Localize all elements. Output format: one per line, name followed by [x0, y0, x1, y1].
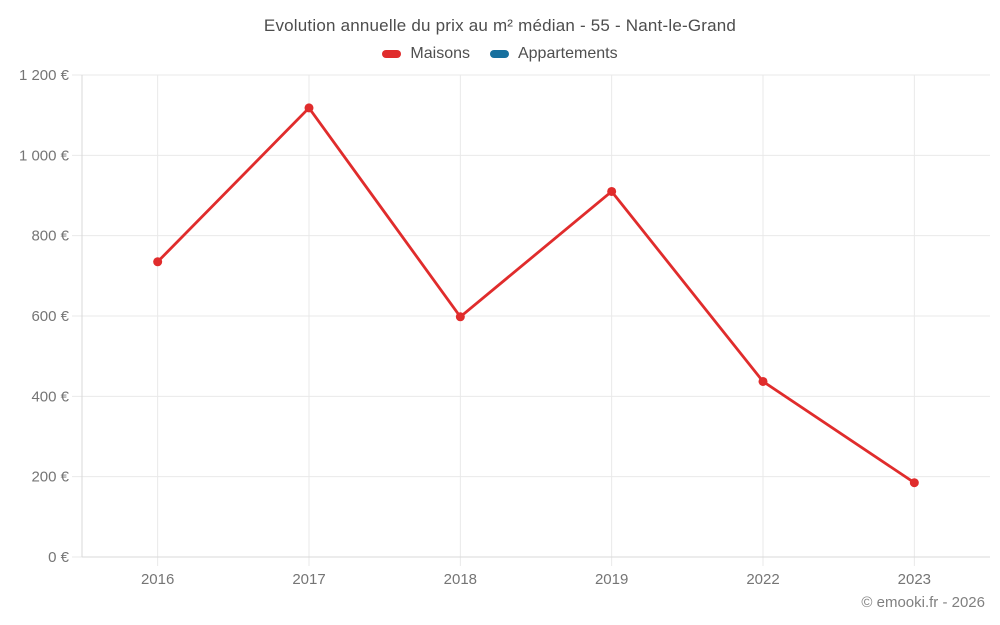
x-tick-label: 2023: [898, 571, 931, 588]
copyright-text: © emooki.fr - 2026: [861, 594, 985, 611]
data-point-maisons-2019[interactable]: [607, 186, 617, 196]
legend-item-maisons[interactable]: Maisons: [382, 45, 470, 63]
series-line-maisons: [156, 106, 916, 485]
x-tick-label: 2017: [292, 571, 325, 588]
y-tick-label: 1 200 €: [19, 67, 70, 84]
y-tick-label: 1 000 €: [19, 147, 70, 164]
data-point-maisons-2018[interactable]: [455, 312, 465, 322]
data-point-maisons-2017[interactable]: [304, 103, 314, 113]
data-point-maisons-2022[interactable]: [758, 376, 768, 386]
chart-legend: Maisons Appartements: [0, 45, 1000, 63]
x-tick-label: 2016: [141, 571, 174, 588]
x-tick-label: 2019: [595, 571, 628, 588]
legend-label-maisons: Maisons: [410, 45, 470, 62]
y-tick-label: 0 €: [48, 549, 70, 566]
y-tick-label: 800 €: [31, 228, 69, 245]
y-tick-label: 400 €: [31, 388, 69, 405]
y-tick-label: 200 €: [31, 469, 69, 486]
data-point-maisons-2023[interactable]: [909, 478, 919, 488]
y-tick-label: 600 €: [31, 308, 69, 325]
chart-title: Evolution annuelle du prix au m² médian …: [263, 16, 737, 35]
legend-swatch-maisons: [382, 50, 402, 58]
data-point-maisons-2016[interactable]: [153, 257, 163, 267]
legend-item-appartements[interactable]: Appartements: [489, 45, 618, 63]
x-tick-label: 2022: [746, 571, 779, 588]
x-tick-label: 2018: [444, 571, 477, 588]
legend-label-appartements: Appartements: [517, 45, 618, 62]
legend-swatch-appartements: [489, 50, 509, 58]
